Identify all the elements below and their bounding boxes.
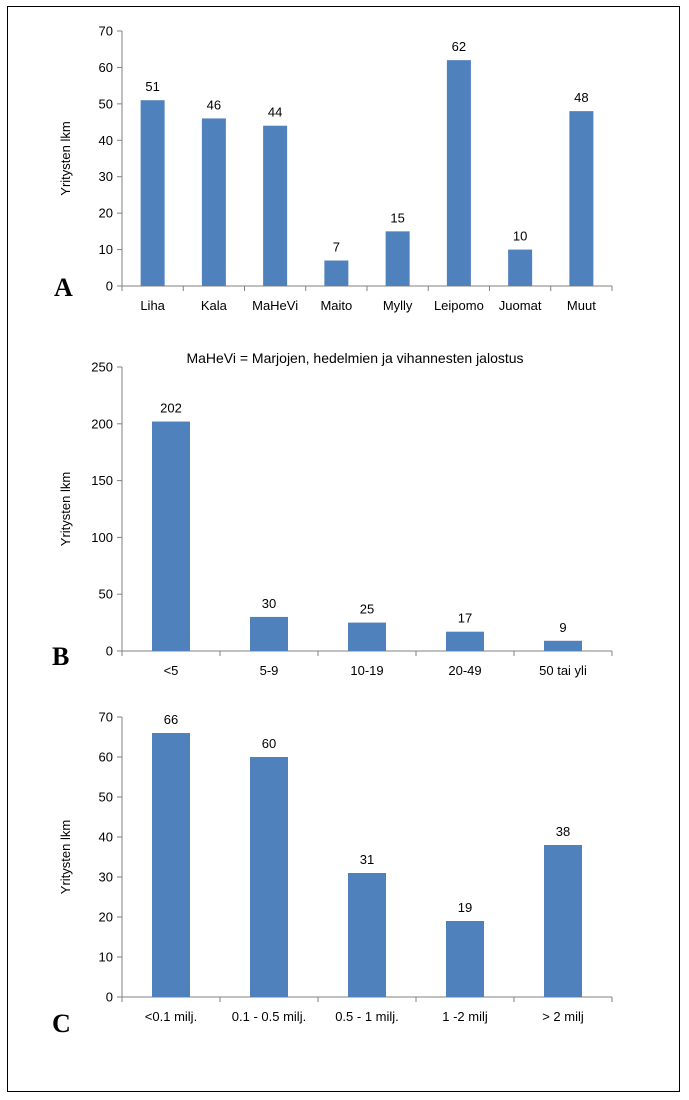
category-label: Muut (567, 298, 596, 313)
bar (263, 125, 288, 286)
y-tick-label: 150 (91, 473, 113, 488)
bar (140, 100, 165, 286)
bar (152, 733, 190, 997)
y-axis-title: Yritysten lkm (58, 472, 73, 546)
y-tick-label: 50 (99, 587, 113, 602)
bar (544, 845, 582, 997)
category-label: Mylly (383, 298, 413, 313)
bar (446, 60, 471, 287)
category-label: 20-49 (448, 663, 481, 678)
data-label: 7 (333, 240, 340, 255)
data-label: 60 (262, 736, 276, 751)
bar (348, 873, 386, 997)
y-tick-label: 50 (99, 96, 113, 111)
category-label: Maito (320, 298, 352, 313)
y-tick-label: 40 (99, 830, 113, 845)
category-label: > 2 milj (542, 1009, 584, 1024)
category-label: 10-19 (350, 663, 383, 678)
bar (446, 921, 484, 997)
bar (250, 616, 288, 651)
y-tick-label: 70 (99, 24, 113, 39)
panel-letter: C (52, 1009, 71, 1038)
bar (569, 111, 594, 287)
data-label: 25 (360, 602, 374, 617)
y-tick-label: 60 (99, 750, 113, 765)
data-label: 202 (160, 401, 182, 416)
bar (385, 231, 410, 286)
chart-b: 0 50 100 150 200 250 Yritysten lkm 202 <5 30 5-9 25… (52, 360, 613, 678)
y-axis-title: Yritysten lkm (58, 121, 73, 195)
y-tick-label: 200 (91, 416, 113, 431)
category-label: Juomat (499, 298, 542, 313)
data-label: 30 (262, 596, 276, 611)
y-tick-label: 20 (99, 206, 113, 221)
data-label: 19 (458, 900, 472, 915)
data-label: 62 (452, 39, 466, 54)
category-label: <0.1 milj. (145, 1009, 197, 1024)
category-label: 0.1 - 0.5 milj. (232, 1009, 306, 1024)
bar (250, 757, 288, 997)
figure-frame (7, 6, 680, 1092)
data-label: 15 (390, 210, 404, 225)
data-label: 66 (164, 712, 178, 727)
bar (544, 640, 582, 651)
data-label: 9 (559, 620, 566, 635)
y-tick-label: 250 (91, 360, 113, 375)
category-label: Leipomo (434, 298, 484, 313)
y-tick-label: 60 (99, 60, 113, 75)
category-label: 5-9 (260, 663, 279, 678)
category-label: Liha (140, 298, 165, 313)
data-label: 10 (513, 229, 527, 244)
data-label: 48 (574, 90, 588, 105)
category-label: Kala (201, 298, 228, 313)
data-label: 46 (207, 97, 221, 112)
category-label: 0.5 - 1 milj. (335, 1009, 399, 1024)
data-label: 44 (268, 105, 282, 120)
category-label: MaHeVi (252, 298, 298, 313)
y-tick-label: 0 (106, 990, 113, 1005)
y-tick-label: 50 (99, 790, 113, 805)
y-tick-label: 10 (99, 242, 113, 257)
data-label: 31 (360, 852, 374, 867)
y-tick-label: 30 (99, 870, 113, 885)
y-tick-label: 0 (106, 644, 113, 659)
y-tick-label: 100 (91, 530, 113, 545)
y-axis-title: Yritysten lkm (58, 820, 73, 894)
panel-letter: B (52, 642, 69, 671)
y-tick-label: 30 (99, 169, 113, 184)
panel-letter: A (54, 273, 73, 302)
bar (508, 249, 533, 286)
y-tick-label: 40 (99, 133, 113, 148)
bar (446, 631, 484, 651)
category-label: 50 tai yli (539, 663, 587, 678)
y-tick-label: 0 (106, 279, 113, 294)
data-label: 17 (458, 611, 472, 626)
bar (324, 260, 349, 286)
bar (201, 118, 226, 286)
chart-a: 0 10 20 30 40 50 60 70 Yritysten lkm 51 Liha 46 Kala… (54, 24, 613, 313)
bar (348, 622, 386, 651)
y-tick-label: 10 (99, 950, 113, 965)
data-label: 38 (556, 824, 570, 839)
category-label: <5 (164, 663, 179, 678)
chart-c: 0 10 20 30 40 50 60 70 Yritysten lkm 66 <0.1 milj.… (52, 710, 613, 1038)
abbreviation-note: MaHeVi = Marjojen, hedelmien ja vihannes… (186, 350, 523, 366)
data-label: 51 (145, 79, 159, 94)
bar (152, 421, 190, 651)
y-tick-label: 70 (99, 710, 113, 725)
category-label: 1 -2 milj (442, 1009, 488, 1024)
y-tick-label: 20 (99, 910, 113, 925)
